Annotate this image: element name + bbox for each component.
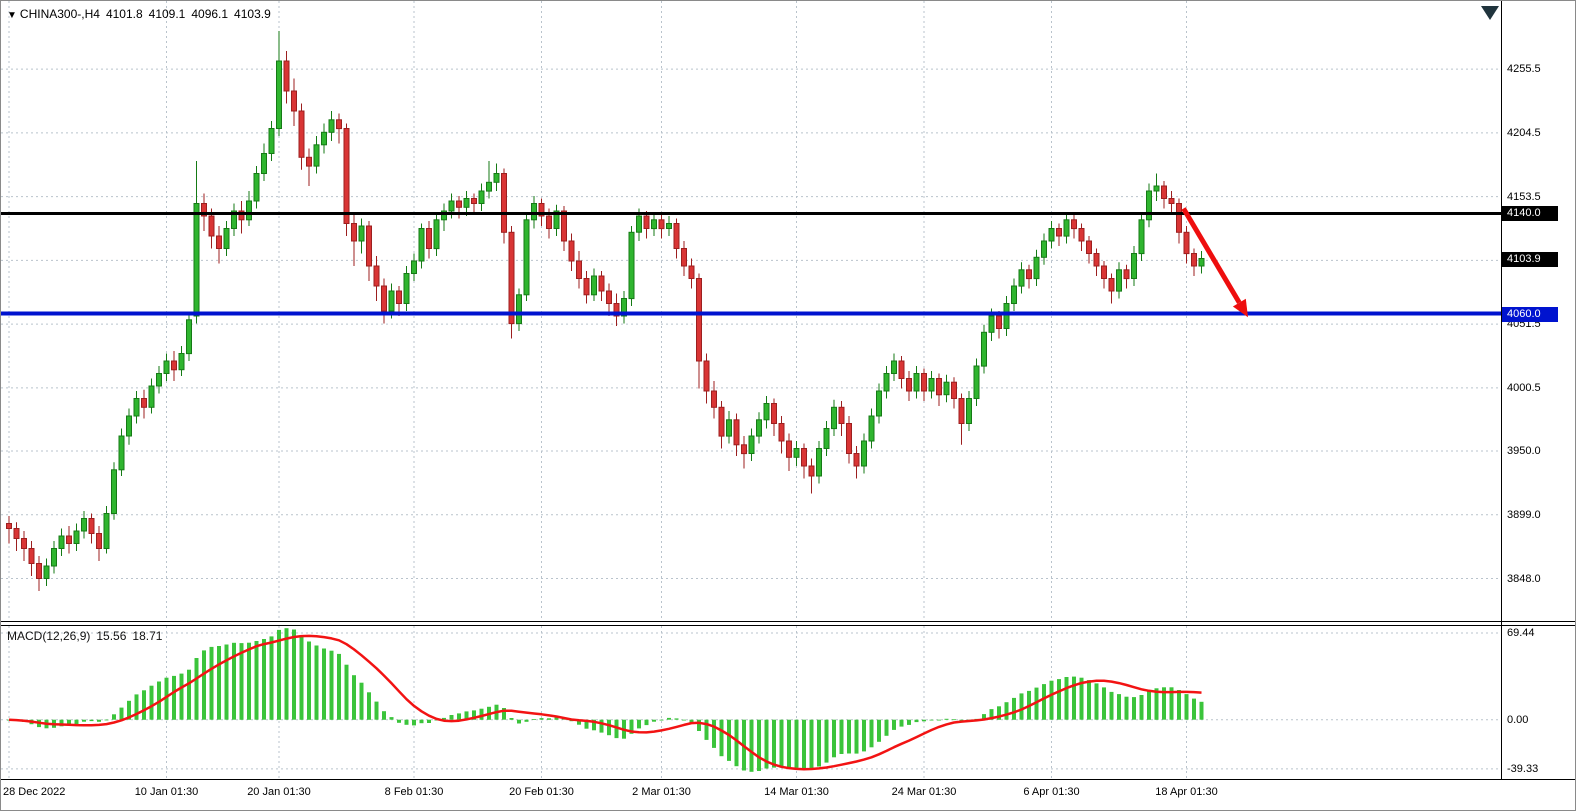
panel-splitter[interactable] [1,621,1575,626]
price-axis-label: 3848.0 [1507,573,1541,585]
time-axis-label: 24 Mar 01:30 [891,786,957,798]
time-axis-label: 14 Mar 01:30 [764,786,829,798]
ohlc-high: 4109.1 [148,7,186,21]
time-axis-label: 28 Dec 2022 [3,786,66,798]
macd-main-value: 15.56 [96,629,127,643]
ohlc-open: 4101.8 [105,7,143,21]
price-axis-label: 4000.5 [1507,382,1541,394]
price-axis-label: 4255.5 [1507,63,1541,75]
time-axis-border [1,779,1575,780]
price-axis[interactable]: 4255.5 4204.5 4153.5 4051.5 4000.5 3950.0 3899… [1502,1,1575,779]
ohlc-low: 4096.1 [191,7,229,21]
price-chart[interactable] [1,1,1501,621]
symbol-name: CHINA300-,H4 [19,7,100,21]
macd-chart[interactable] [1,626,1501,779]
macd-signal-line[interactable] [8,634,1202,771]
macd-histogram-series[interactable] [7,628,1204,772]
hline-price-badge: 4140.0 [1502,206,1558,221]
macd-axis-label: 0.00 [1507,714,1529,726]
macd-signal-value: 18.71 [132,629,163,643]
macd-axis-label: -39.33 [1507,763,1539,775]
bid-price-badge: 4103.9 [1502,252,1558,267]
ohlc-close: 4103.9 [234,7,271,21]
macd-indicator-label: MACD(12,26,9) 15.56 18.71 [7,629,162,643]
price-axis-border [1501,1,1502,779]
price-axis-label: 3899.0 [1507,509,1541,521]
macd-name: MACD(12,26,9) [7,629,91,643]
time-axis-label: 20 Jan 01:30 [247,786,311,798]
chart-shift-marker-icon[interactable] [1481,6,1499,20]
candlestick-series[interactable] [6,31,1205,591]
time-axis[interactable]: 28 Dec 2022 10 Jan 01:30 20 Jan 01:30 8 Feb… [1,780,1575,810]
symbol-ohlc-label: ▼ CHINA300-,H4 4101.8 4109.1 4096.1 4103.9 [7,7,271,21]
time-axis-label: 10 Jan 01:30 [134,786,199,798]
price-axis-label: 3950.0 [1507,445,1541,457]
price-axis-label: 4204.5 [1507,127,1541,139]
time-axis-label: 2 Mar 01:30 [632,786,691,798]
trend-arrow[interactable] [1181,207,1249,318]
symbol-marker-icon: ▼ [7,10,17,21]
time-axis-label: 20 Feb 01:30 [509,786,574,798]
time-axis-label: 18 Apr 01:30 [1155,786,1218,798]
hline-price-badge: 4060.0 [1502,307,1558,322]
grid-lines [1,1,1501,621]
macd-axis-label: 69.44 [1507,627,1535,639]
price-axis-label: 4153.5 [1507,191,1541,203]
time-axis-label: 6 Apr 01:30 [1023,786,1080,798]
time-axis-label: 8 Feb 01:30 [384,786,444,798]
